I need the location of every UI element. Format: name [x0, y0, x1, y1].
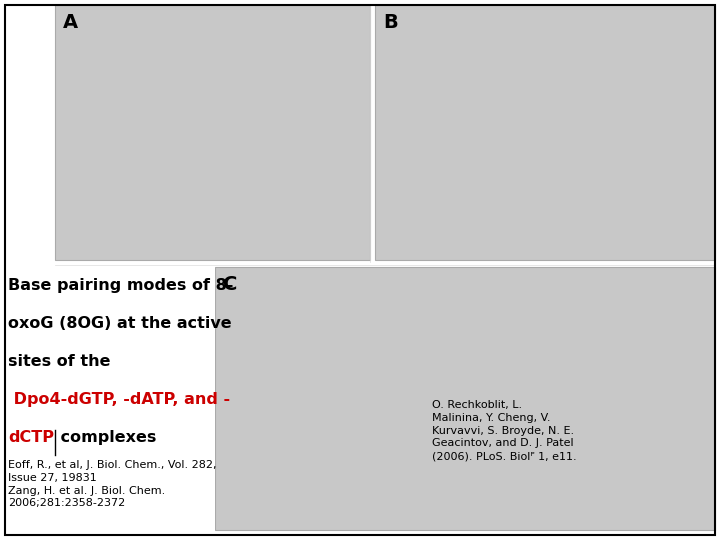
Text: O. Rechkoblit, L.
Malinina, Y. Cheng, V.
Kurvavvi, S. Broyde, N. E.
Geacintov, a: O. Rechkoblit, L. Malinina, Y. Cheng, V.…	[432, 400, 577, 461]
Text: Dpo4-dGTP, -dATP, and -: Dpo4-dGTP, -dATP, and -	[8, 392, 230, 407]
Text: sites of the: sites of the	[8, 354, 110, 369]
Text: complexes: complexes	[55, 430, 156, 445]
Text: A: A	[63, 13, 78, 32]
Text: Eoff, R., et al, J. Biol. Chem., Vol. 282,
Issue 27, 19831
Zang, H. et al. J. Bi: Eoff, R., et al, J. Biol. Chem., Vol. 28…	[8, 460, 217, 508]
Text: Base pairing modes of 8-: Base pairing modes of 8-	[8, 278, 233, 293]
Text: C: C	[223, 275, 238, 294]
Text: oxoG (8OG) at the active: oxoG (8OG) at the active	[8, 316, 232, 331]
Text: B: B	[383, 13, 397, 32]
Bar	[55, 5, 370, 260]
Bar	[5, 267, 215, 535]
Text: dCTP: dCTP	[8, 430, 54, 445]
Bar	[215, 267, 715, 530]
Bar	[375, 5, 715, 260]
